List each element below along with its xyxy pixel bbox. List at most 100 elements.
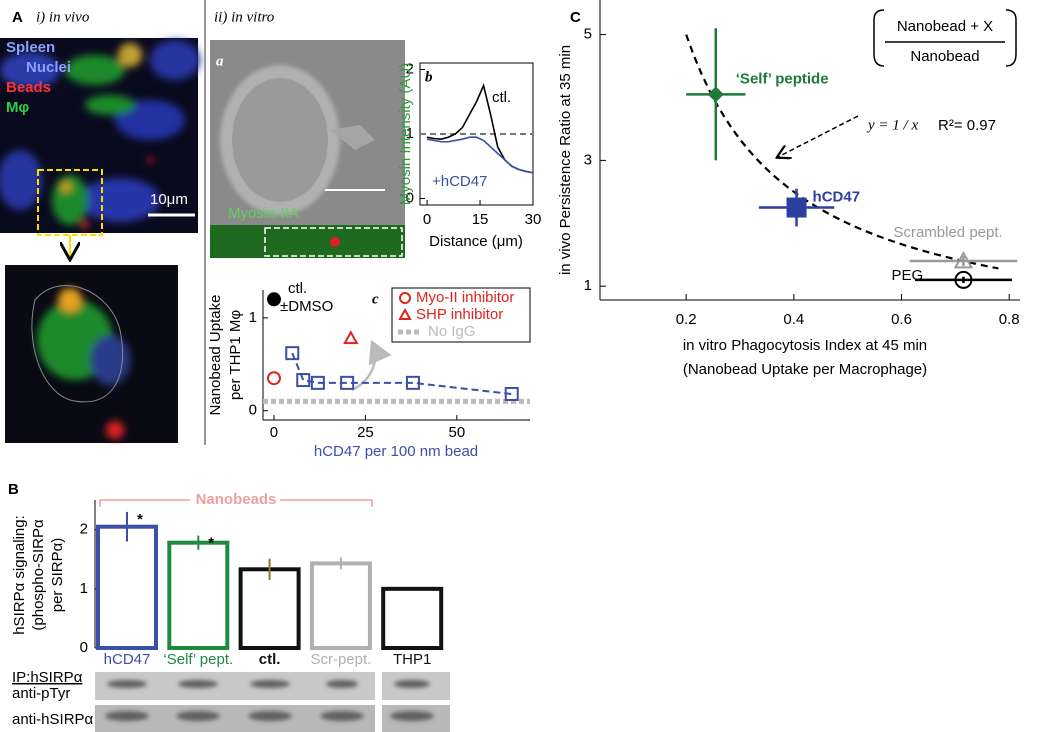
- x-tick-label: THP1: [393, 651, 431, 668]
- bar: [167, 540, 230, 651]
- blot-row-label: anti-hSIRPα: [12, 711, 94, 728]
- data-point: [266, 371, 281, 386]
- data-point: [786, 197, 807, 218]
- subpanel-letter: c: [372, 291, 379, 307]
- data-point: [504, 387, 519, 401]
- significance: *: [208, 535, 214, 552]
- bar: [96, 524, 158, 650]
- y-axis-label: Nanobead Uptake: [207, 295, 224, 416]
- inset-denominator: Nanobead: [910, 48, 979, 65]
- bar: [309, 561, 372, 650]
- y-tick-label: 1: [584, 277, 592, 294]
- in-vivo-image: [0, 38, 200, 258]
- image-label: Spleen: [6, 39, 55, 56]
- panel-title: i) in vivo: [36, 9, 90, 25]
- in-vitro-image: [210, 40, 405, 258]
- x-axis-label: Distance (μm): [429, 233, 523, 250]
- y-axis-label: in vivo Persistence Ratio at 35 min: [557, 45, 574, 275]
- x-tick-label: Scr-pept.: [310, 651, 371, 668]
- panel-letter: A: [12, 9, 23, 26]
- fit-r2: R²= 0.97: [938, 117, 996, 134]
- image-label: Mφ: [6, 99, 29, 116]
- data-point: [310, 375, 325, 390]
- subpanel-letter: b: [425, 69, 433, 85]
- series-label: +hCD47: [432, 173, 487, 190]
- x-tick-label: ctl.: [259, 651, 281, 668]
- x-axis-label: in vitro Phagocytosis Index at 45 min: [683, 337, 927, 354]
- inset-bracket: [1005, 9, 1017, 67]
- legend-label: Myo-II inhibitor: [416, 289, 514, 306]
- point-label: Scrambled pept.: [893, 224, 1002, 241]
- x-tick-label: ‘Self’ pept.: [163, 651, 233, 668]
- data-point: [266, 292, 281, 307]
- x-axis-label: (Nanobead Uptake per Macrophage): [683, 361, 927, 378]
- zoom-image: [5, 265, 178, 443]
- y-tick-label: 1: [406, 125, 414, 142]
- trend-line: [291, 352, 512, 395]
- legend-marker: [398, 307, 412, 320]
- data-point: [340, 375, 355, 390]
- legend-marker: [399, 292, 411, 304]
- blot-row-label: anti-pTyr: [12, 685, 70, 702]
- bar: [238, 567, 301, 651]
- y-tick-label: 1: [249, 309, 257, 326]
- data-point: [707, 86, 724, 103]
- x-tick-label: 0.6: [891, 311, 912, 328]
- image-label: Beads: [6, 79, 51, 96]
- data-point: [954, 270, 973, 289]
- bracket-gap: [190, 492, 280, 508]
- series-label: ctl.: [492, 89, 511, 106]
- x-tick-label: 50: [449, 424, 466, 441]
- y-tick-label: 2: [80, 521, 88, 538]
- fit-equation: y = 1 / x: [866, 117, 918, 133]
- subpanel-letter: a: [216, 53, 224, 69]
- scale-bar-label: 10μm: [150, 191, 188, 208]
- annotation: ±DMSO: [280, 298, 333, 315]
- x-tick-label: 0.8: [999, 311, 1020, 328]
- x-axis-label: hCD47 per 100 nm bead: [314, 443, 478, 460]
- x-tick-label: 25: [357, 424, 374, 441]
- x-tick-label: hCD47: [104, 651, 151, 668]
- arrow: [778, 115, 859, 157]
- y-tick-label: 3: [584, 151, 592, 168]
- panel-letter: C: [570, 9, 581, 26]
- data-point: [343, 330, 359, 345]
- point-label: PEG: [891, 267, 923, 284]
- data-point: [405, 375, 420, 390]
- y-tick-label: 2: [406, 60, 414, 77]
- x-tick-label: 0: [270, 424, 278, 441]
- x-tick-label: 0.4: [783, 311, 804, 328]
- x-tick-label: 15: [472, 211, 489, 228]
- y-axis-label: hSIRPα signaling:: [11, 515, 28, 635]
- image-label: Nuclei: [26, 59, 71, 76]
- bracket-label: Nanobeads: [196, 491, 277, 508]
- y-axis-label: per SIRPα): [49, 538, 66, 613]
- arrow: [351, 339, 392, 392]
- legend-label: No IgG: [428, 323, 476, 340]
- data-point: [296, 373, 311, 388]
- x-tick-label: 0.2: [676, 311, 697, 328]
- y-axis-label: per THP1 Mφ: [227, 310, 244, 401]
- panel-letter: B: [8, 481, 19, 498]
- y-tick-label: 1: [80, 580, 88, 597]
- y-axis-label: Myosin Intensity (AU): [397, 63, 414, 206]
- data-point: [953, 250, 974, 269]
- y-axis-label: (phospho-SIRPα: [30, 519, 47, 631]
- blots: [95, 672, 450, 732]
- inset-numerator: Nanobead + X: [897, 18, 993, 35]
- data-point: [285, 346, 300, 361]
- line-series: [426, 136, 534, 174]
- fit-curve: [685, 34, 999, 270]
- significance: *: [137, 511, 143, 528]
- legend-label: SHP inhibitor: [416, 306, 503, 323]
- blot-ip-label: IP:hSIRPα: [12, 669, 83, 686]
- y-tick-label: 0: [406, 190, 414, 207]
- y-tick-label: 0: [249, 402, 257, 419]
- y-tick-label: 0: [80, 639, 88, 656]
- inset-bracket: [873, 9, 885, 67]
- bar: [381, 586, 444, 650]
- annotation: ctl.: [288, 280, 307, 297]
